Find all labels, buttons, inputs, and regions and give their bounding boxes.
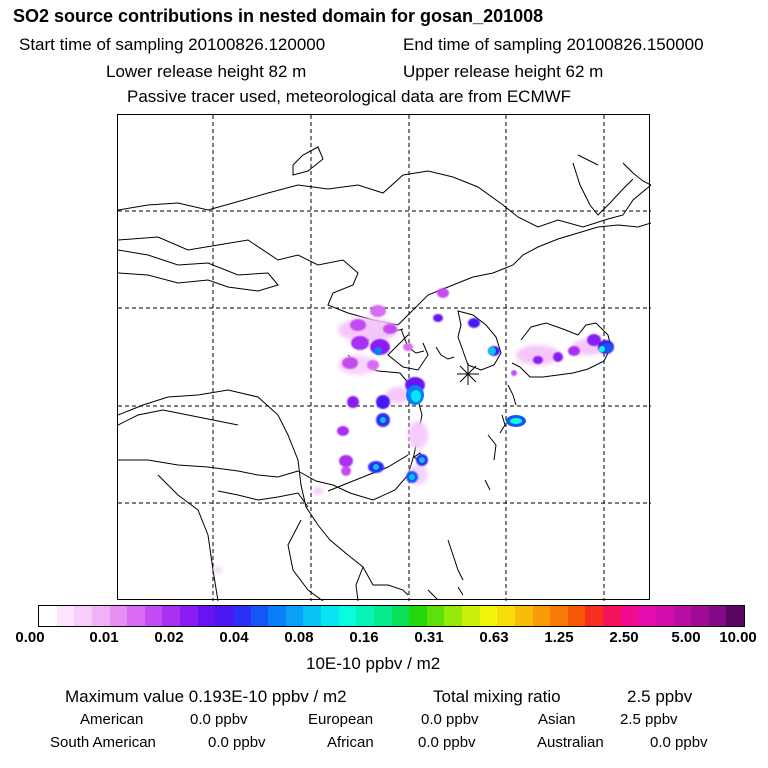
colorbar-cell bbox=[180, 606, 198, 626]
total-mixing-value: 2.5 ppbv bbox=[627, 687, 693, 706]
australian-value: 0.0 ppbv bbox=[650, 734, 708, 751]
colorbar-cell bbox=[497, 606, 515, 626]
colorbar-cell bbox=[655, 606, 674, 626]
american-value: 0.0 ppbv bbox=[190, 711, 248, 728]
colorbar-cell bbox=[532, 606, 551, 626]
upper-release-height-label: Upper release height 62 m bbox=[403, 62, 604, 81]
colorbar-cell bbox=[462, 606, 480, 626]
start-time-label: Start time of sampling 20100826.120000 bbox=[19, 35, 326, 54]
colorbar-cell bbox=[373, 606, 392, 626]
colorbar-tick: 0.04 bbox=[219, 629, 249, 646]
colorbar-cell bbox=[514, 606, 533, 626]
south-american-label: South American bbox=[50, 734, 156, 751]
colorbar-cell bbox=[39, 606, 57, 626]
colorbar-cell bbox=[391, 606, 410, 626]
american-label: American bbox=[80, 711, 144, 728]
colorbar-cell bbox=[356, 606, 374, 626]
colorbar-cell bbox=[74, 606, 92, 626]
colorbar-tick: 0.63 bbox=[479, 629, 509, 646]
african-value: 0.0 ppbv bbox=[418, 734, 476, 751]
colorbar-cell bbox=[444, 606, 462, 626]
colorbar-cell bbox=[585, 606, 603, 626]
colorbar-tick: 2.50 bbox=[609, 629, 639, 646]
colorbar-tick: 0.02 bbox=[154, 629, 184, 646]
colorbar-cell bbox=[303, 606, 321, 626]
colorbar-cell bbox=[321, 606, 339, 626]
australian-label: Australian bbox=[537, 734, 604, 751]
colorbar-tick: 0.08 bbox=[284, 629, 314, 646]
colorbar-cell bbox=[567, 606, 586, 626]
asian-value: 2.5 ppbv bbox=[620, 711, 678, 728]
colorbar-cell bbox=[409, 606, 427, 626]
hotspots bbox=[373, 343, 613, 480]
european-label: European bbox=[308, 711, 374, 728]
colorbar-tick: 1.25 bbox=[544, 629, 574, 646]
colorbar-cell bbox=[426, 606, 445, 626]
colorbar-cell bbox=[479, 606, 498, 626]
map-panel bbox=[117, 114, 651, 601]
colorbar-cell bbox=[56, 606, 75, 626]
colorbar-cell bbox=[726, 606, 744, 626]
colorbar-tick: 0.00 bbox=[15, 629, 45, 646]
african-label: African bbox=[327, 734, 374, 751]
colorbar-cell bbox=[127, 606, 145, 626]
colorbar-cell bbox=[250, 606, 269, 626]
colorbar-cell bbox=[197, 606, 216, 626]
end-time-label: End time of sampling 20100826.150000 bbox=[403, 35, 704, 54]
colorbar-tick: 5.00 bbox=[671, 629, 701, 646]
receptor-marker bbox=[457, 363, 479, 385]
colorbar-cell bbox=[285, 606, 304, 626]
colorbar-cell bbox=[691, 606, 709, 626]
colorbar-tick: 0.31 bbox=[414, 629, 444, 646]
colorbar-cell bbox=[550, 606, 568, 626]
colorbar-tick: 0.16 bbox=[349, 629, 379, 646]
asian-label: Asian bbox=[538, 711, 576, 728]
colorbar-cell bbox=[144, 606, 163, 626]
colorbar-tick: 0.01 bbox=[89, 629, 119, 646]
map-canvas bbox=[118, 115, 651, 601]
colorbar-cell bbox=[91, 606, 110, 626]
colorbar-unit: 10E-10 ppbv / m2 bbox=[306, 654, 441, 673]
colorbar-cell bbox=[215, 606, 233, 626]
colorbar bbox=[38, 605, 745, 627]
lower-release-height-label: Lower release height 82 m bbox=[106, 62, 307, 81]
south-american-value: 0.0 ppbv bbox=[208, 734, 266, 751]
tracer-info-label: Passive tracer used, meteorological data… bbox=[127, 87, 572, 106]
coastlines bbox=[118, 146, 651, 601]
max-value-label: Maximum value 0.193E-10 ppbv / m2 bbox=[65, 687, 347, 706]
european-value: 0.0 ppbv bbox=[421, 711, 479, 728]
graticule bbox=[118, 115, 651, 601]
colorbar-cell bbox=[109, 606, 128, 626]
map-title: SO2 source contributions in nested domai… bbox=[13, 6, 544, 26]
colorbar-cell bbox=[620, 606, 639, 626]
colorbar-cell bbox=[232, 606, 251, 626]
colorbar-cell bbox=[708, 606, 727, 626]
colorbar-cell bbox=[338, 606, 357, 626]
colorbar-tick: 10.00 bbox=[719, 629, 757, 646]
colorbar-cell bbox=[638, 606, 656, 626]
colorbar-cell bbox=[603, 606, 621, 626]
colorbar-cell bbox=[673, 606, 692, 626]
colorbar-cell bbox=[268, 606, 286, 626]
total-mixing-label: Total mixing ratio bbox=[433, 687, 561, 706]
colorbar-cell bbox=[162, 606, 180, 626]
